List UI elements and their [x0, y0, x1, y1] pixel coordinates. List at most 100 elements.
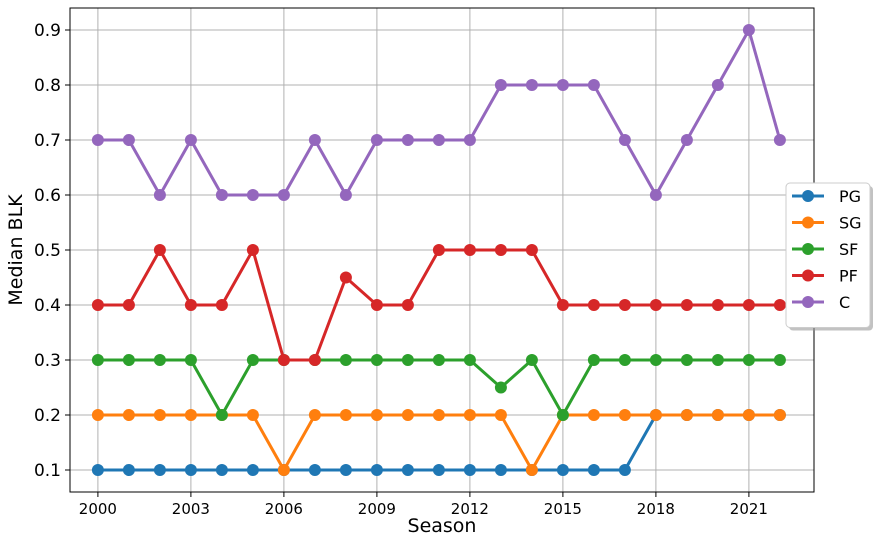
x-tick-label: 2015: [544, 500, 582, 518]
data-point-pf: [277, 354, 290, 366]
data-point-pg: [587, 464, 600, 476]
data-point-pg: [432, 464, 445, 476]
data-point-sg: [91, 409, 104, 421]
data-point-sf: [618, 354, 631, 366]
data-point-pg: [401, 464, 414, 476]
data-point-sf: [401, 354, 414, 366]
x-tick-label: 2021: [730, 500, 768, 518]
data-point-pg: [184, 464, 197, 476]
series-pf: [91, 244, 786, 366]
data-point-c: [401, 134, 414, 146]
data-point-sf: [339, 354, 352, 366]
data-point-sg: [308, 409, 321, 421]
data-point-sg: [773, 409, 786, 421]
data-point-sg: [618, 409, 631, 421]
data-point-pf: [153, 244, 166, 256]
data-point-sg: [401, 409, 414, 421]
data-point-c: [215, 189, 228, 201]
data-point-pf: [773, 299, 786, 311]
x-tick-label: 2012: [451, 500, 489, 518]
data-point-sg: [370, 409, 383, 421]
data-point-c: [277, 189, 290, 201]
legend-swatch-marker: [802, 190, 814, 202]
data-point-pf: [401, 299, 414, 311]
data-point-pg: [91, 464, 104, 476]
data-point-pf: [680, 299, 693, 311]
data-point-pf: [91, 299, 104, 311]
legend: PG SG SF PF C: [785, 182, 873, 331]
y-tick-label: 0.4: [34, 296, 61, 316]
y-tick-label: 0.8: [34, 76, 61, 96]
data-point-sg: [680, 409, 693, 421]
data-point-c: [773, 134, 786, 146]
y-tick-label: 0.9: [34, 21, 61, 41]
data-point-sg: [587, 409, 600, 421]
data-point-sf: [122, 354, 135, 366]
data-point-pf: [184, 299, 197, 311]
data-point-pf: [494, 244, 507, 256]
series-line-sg: [97, 413, 780, 472]
y-tick-label: 0.2: [34, 406, 61, 426]
data-point-c: [91, 134, 104, 146]
data-point-pf: [246, 244, 259, 256]
data-point-pf: [122, 299, 135, 311]
data-point-sf: [680, 354, 693, 366]
data-point-c: [742, 24, 755, 36]
data-point-sf: [153, 354, 166, 366]
legend-label-pg: PG: [839, 187, 861, 206]
data-point-pg: [153, 464, 166, 476]
series-line-pg: [97, 413, 780, 472]
y-tick-label: 0.7: [34, 131, 61, 151]
y-tick-label: 0.1: [34, 461, 61, 481]
data-point-sg: [339, 409, 352, 421]
series-line-sf: [97, 358, 780, 417]
data-point-sf: [463, 354, 476, 366]
legend-label-pf: PF: [839, 267, 858, 286]
data-point-sg: [711, 409, 724, 421]
data-point-pf: [711, 299, 724, 311]
data-point-c: [153, 189, 166, 201]
data-point-c: [339, 189, 352, 201]
x-tick-label: 2018: [637, 500, 675, 518]
data-point-pg: [122, 464, 135, 476]
data-point-pf: [649, 299, 662, 311]
legend-swatch-marker: [802, 243, 814, 255]
data-point-sg: [494, 409, 507, 421]
data-point-pg: [308, 464, 321, 476]
data-point-c: [432, 134, 445, 146]
data-point-pg: [556, 464, 569, 476]
data-point-pf: [463, 244, 476, 256]
series-line-c: [97, 28, 782, 197]
data-point-pg: [618, 464, 631, 476]
data-point-c: [184, 134, 197, 146]
data-point-sf: [742, 354, 755, 366]
ticks: 2000 2003 2006 2009 2012 2015 2018 2021 0.1 0.2 0.…: [34, 21, 768, 518]
data-point-pg: [370, 464, 383, 476]
data-point-sf: [649, 354, 662, 366]
data-point-sg: [122, 409, 135, 421]
data-point-pf: [215, 299, 228, 311]
y-tick-label: 0.3: [34, 351, 61, 371]
data-point-sf: [246, 354, 259, 366]
data-point-sf: [556, 409, 569, 421]
data-point-c: [649, 189, 662, 201]
data-point-pf: [339, 271, 352, 284]
data-point-c: [711, 79, 724, 91]
data-point-sf: [525, 354, 538, 366]
data-point-sg: [153, 409, 166, 421]
data-point-c: [122, 134, 135, 146]
data-point-pf: [308, 354, 321, 366]
data-point-sg: [432, 409, 445, 421]
x-tick-label: 2009: [358, 500, 396, 518]
data-point-c: [370, 134, 383, 146]
data-point-pg: [494, 464, 507, 476]
data-point-sf: [91, 354, 104, 366]
series-c: [91, 24, 786, 201]
data-point-pf: [432, 244, 445, 256]
data-point-pf: [618, 299, 631, 311]
data-point-sg: [463, 409, 476, 421]
series-sf: [91, 354, 786, 421]
legend-label-sg: SG: [839, 214, 862, 233]
data-point-c: [463, 134, 476, 146]
data-point-pf: [525, 244, 538, 256]
